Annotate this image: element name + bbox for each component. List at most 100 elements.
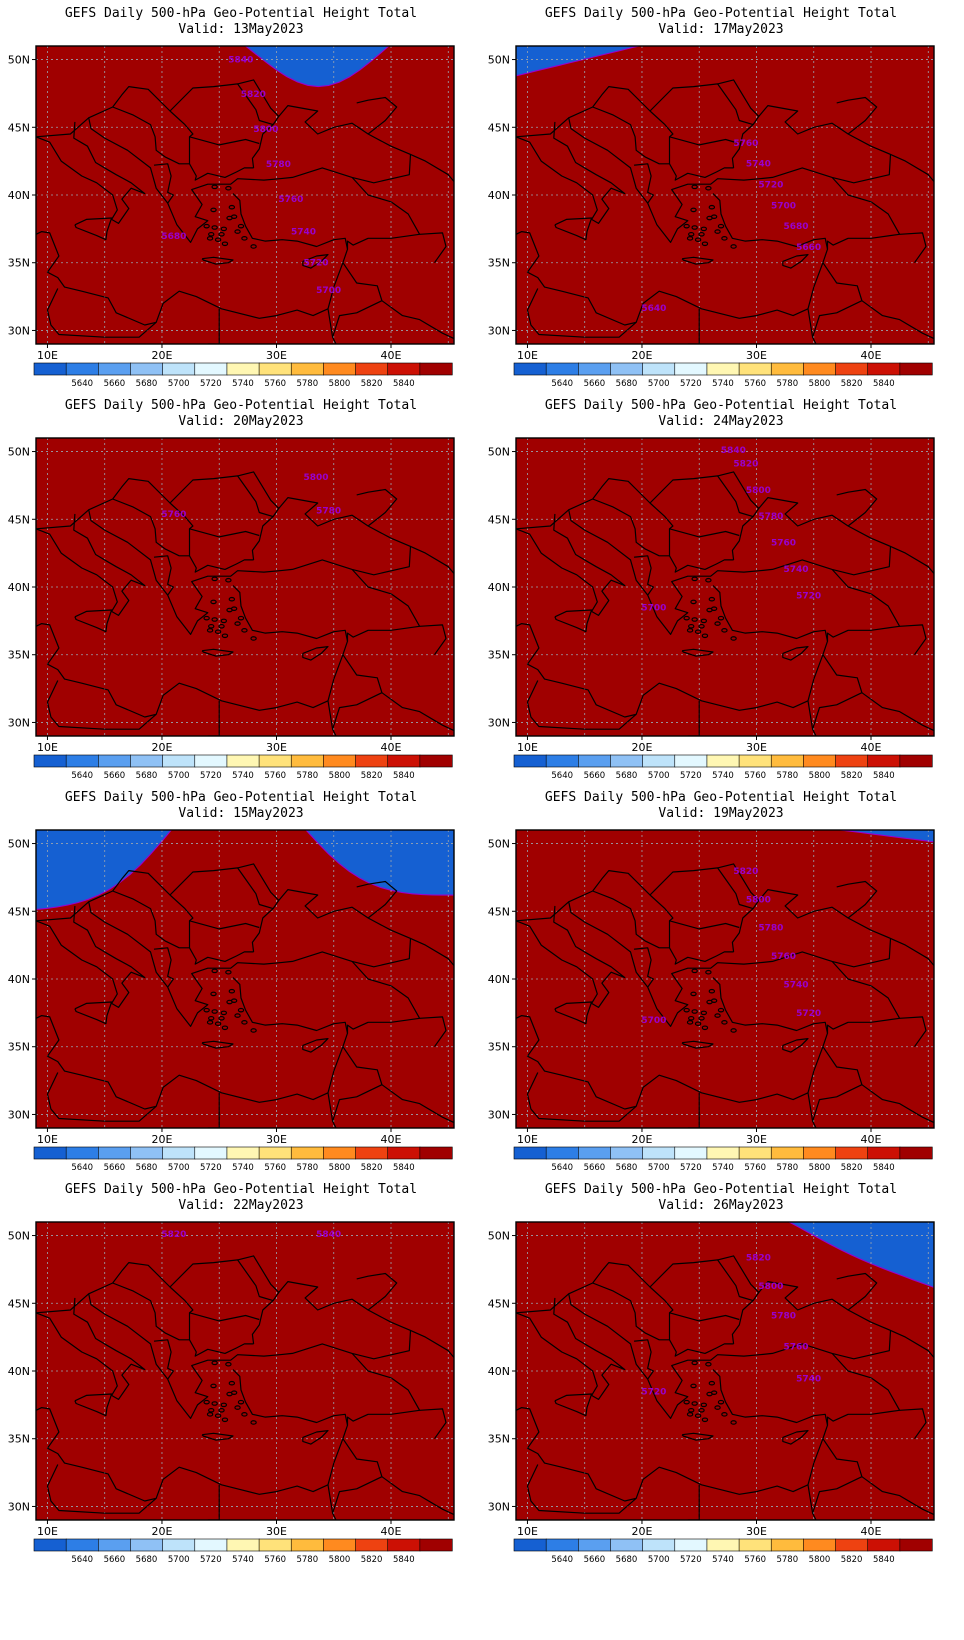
- colorbar-swatch: [387, 1146, 421, 1160]
- colorbar-swatch: [194, 362, 228, 376]
- island: [228, 596, 236, 602]
- colorbar-swatch: [706, 754, 740, 768]
- country-border: [46, 1072, 157, 1122]
- colorbar-swatch: [258, 362, 292, 376]
- colorbar-swatch: [835, 1538, 869, 1552]
- colorbar-swatch: [674, 754, 708, 768]
- country-border: [861, 1476, 934, 1516]
- lon-tick-label: 40E: [381, 741, 402, 754]
- colorbar-swatch: [803, 754, 837, 768]
- island: [691, 1360, 698, 1366]
- lat-tick-label: 30N: [488, 324, 510, 337]
- country-border: [356, 96, 398, 135]
- island: [691, 1009, 698, 1014]
- country-border: [327, 308, 337, 344]
- coastline: [516, 977, 829, 1110]
- island: [250, 244, 257, 249]
- colorbar-swatch: [545, 362, 579, 376]
- country-border: [112, 1282, 254, 1357]
- colorbar-swatch: [290, 754, 324, 768]
- country-border: [410, 545, 454, 574]
- island: [228, 988, 236, 994]
- colorbar-label: 5800: [809, 1163, 831, 1173]
- island: [714, 1013, 721, 1018]
- coastline: [36, 1369, 349, 1502]
- country-border: [381, 692, 454, 732]
- country-border: [899, 624, 927, 656]
- country-border: [812, 1046, 863, 1122]
- island: [683, 1399, 690, 1405]
- coastline: [516, 585, 829, 718]
- panel-valid-date: Valid: 26May2023: [658, 1198, 784, 1213]
- contour-label: 5700: [641, 604, 666, 614]
- colorbar-label: 5760: [744, 1163, 766, 1173]
- country-border: [668, 528, 740, 556]
- lat-tick-label: 35N: [8, 1433, 30, 1446]
- country-border: [169, 110, 194, 138]
- colorbar-swatch: [130, 1538, 164, 1552]
- height-band: [516, 1222, 934, 1520]
- country-border: [812, 1438, 863, 1514]
- contour-label: 5640: [641, 304, 666, 314]
- lat-tick-label: 45N: [8, 513, 30, 526]
- colorbar-swatch: [98, 1538, 132, 1552]
- colorbar-label: 5740: [232, 1555, 254, 1565]
- colorbar-swatch: [706, 1538, 740, 1552]
- island: [214, 1413, 222, 1419]
- contour-label: 5760: [733, 139, 758, 149]
- lon-tick-label: 20E: [631, 349, 652, 362]
- colorbar-swatch: [226, 754, 260, 768]
- colorbar-label: 5800: [329, 1163, 351, 1173]
- country-border: [717, 471, 760, 509]
- country-border: [332, 1438, 383, 1514]
- country-border: [153, 555, 174, 596]
- colorbar-label: 5800: [809, 1555, 831, 1565]
- island: [234, 229, 241, 234]
- coastline: [36, 136, 118, 220]
- country-border: [807, 1484, 817, 1520]
- contour-labels: 5640 5660 5680 5700 5720 5740 5760: [641, 139, 821, 314]
- colorbar-label: 5820: [841, 379, 863, 389]
- island: [221, 633, 229, 639]
- country-border: [356, 1272, 398, 1311]
- country-border: [861, 300, 934, 340]
- colorbar-swatch: [738, 1538, 772, 1552]
- colorbar-swatch: [162, 1538, 196, 1552]
- lat-tick-label: 30N: [8, 324, 30, 337]
- island: [218, 231, 225, 237]
- colorbar-label: 5780: [776, 1163, 798, 1173]
- coastline: [516, 105, 892, 243]
- island: [211, 968, 218, 974]
- colorbar-swatch: [545, 1146, 579, 1160]
- contour-labels: 5820 5840: [161, 1230, 341, 1240]
- country-border: [188, 920, 260, 948]
- colorbar-swatch: [867, 1146, 901, 1160]
- lon-tick-label: 30E: [746, 741, 767, 754]
- colorbar-swatch: [258, 1538, 292, 1552]
- colorbar-swatch: [130, 362, 164, 376]
- coastline: [36, 105, 412, 243]
- lat-tick-label: 40N: [488, 581, 510, 594]
- colorbar-swatch: [513, 1538, 547, 1552]
- colorbar: 5640 5660 5680 5700 5720 5740 5760 5780 5800 5820…: [513, 1146, 933, 1173]
- colorbar-swatch: [65, 1538, 99, 1552]
- lat-tick-label: 50N: [8, 446, 30, 459]
- colorbar-swatch: [33, 1538, 67, 1552]
- colorbar-swatch: [194, 1146, 228, 1160]
- coastline: [553, 513, 626, 616]
- country-border: [526, 680, 637, 730]
- coastline: [36, 1312, 118, 1396]
- country-border: [88, 475, 274, 518]
- colorbar-swatch: [545, 754, 579, 768]
- lon-tick-label: 40E: [861, 1525, 882, 1538]
- coastline: [554, 1001, 593, 1025]
- island: [705, 969, 712, 975]
- island: [717, 1399, 725, 1405]
- lat-tick-label: 50N: [488, 446, 510, 459]
- contour-label: 5800: [758, 1282, 783, 1292]
- colorbar-label: 5700: [648, 1163, 670, 1173]
- coastlines: [36, 863, 454, 1128]
- colorbar-label: 5760: [744, 1555, 766, 1565]
- colorbar-swatch: [513, 754, 547, 768]
